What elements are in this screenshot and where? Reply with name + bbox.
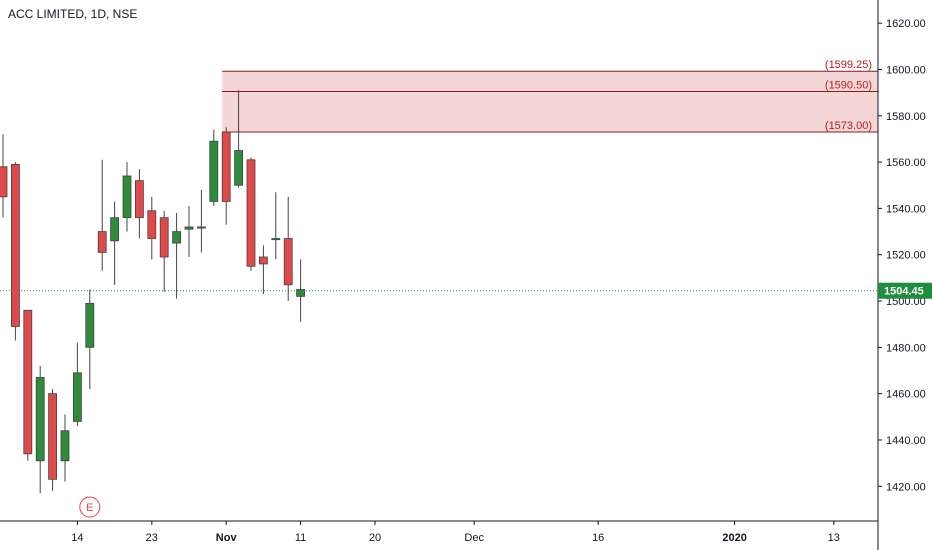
x-tick-label: 16: [592, 532, 604, 544]
candle-up[interactable]: [196, 226, 206, 229]
current-price-label: 1504.45: [884, 286, 924, 298]
candle-up[interactable]: [35, 377, 45, 462]
candle-down[interactable]: [159, 217, 169, 258]
candle-down[interactable]: [258, 256, 268, 265]
y-tick-label: 1560.00: [886, 157, 926, 169]
candle-up[interactable]: [234, 150, 244, 186]
candle-down[interactable]: [246, 159, 256, 267]
x-tick-label: 20: [369, 532, 381, 544]
candle-down[interactable]: [0, 166, 8, 198]
candle-down[interactable]: [283, 238, 293, 286]
x-tick-label: Dec: [464, 532, 484, 544]
candle-down[interactable]: [147, 210, 157, 239]
zone-label: (1573.00): [825, 120, 872, 132]
y-tick-label: 1440.00: [886, 435, 926, 447]
y-tick-label: 1460.00: [886, 389, 926, 401]
y-tick-label: 1500.00: [886, 296, 926, 308]
y-tick-label: 1620.00: [886, 18, 926, 30]
candle-down[interactable]: [48, 393, 57, 480]
candle-up[interactable]: [209, 140, 219, 202]
candle-down[interactable]: [221, 131, 231, 202]
y-tick-label: 1520.00: [886, 250, 926, 262]
candle-down[interactable]: [10, 164, 20, 327]
x-tick-label: 13: [828, 532, 840, 544]
y-tick-label: 1580.00: [886, 111, 926, 123]
x-tick-label: 2020: [722, 532, 746, 544]
earnings-event-label: E: [86, 502, 93, 514]
x-tick-label: 14: [71, 532, 83, 544]
candle-up[interactable]: [122, 175, 132, 219]
y-tick-label: 1480.00: [886, 342, 926, 354]
candle-up[interactable]: [296, 289, 306, 297]
symbol-title[interactable]: ACC LIMITED, 1D, NSE: [8, 7, 138, 21]
zone-label: (1599.25): [825, 59, 872, 71]
candle-up[interactable]: [184, 226, 194, 230]
candle-down[interactable]: [134, 180, 144, 219]
zone-label: (1590.50): [825, 79, 872, 91]
candle-down[interactable]: [23, 309, 33, 455]
candle-up[interactable]: [85, 302, 95, 348]
price-zone[interactable]: [222, 91, 878, 132]
current-price-tag: [878, 282, 932, 299]
candle-up[interactable]: [73, 372, 82, 422]
x-tick-label: 23: [146, 532, 158, 544]
price-zone[interactable]: [222, 71, 878, 92]
x-tick-label: 11: [295, 532, 306, 544]
y-tick-label: 1540.00: [886, 203, 926, 215]
earnings-event-icon[interactable]: [79, 496, 101, 518]
y-tick-label: 1600.00: [886, 64, 926, 76]
candle-down[interactable]: [97, 231, 107, 253]
y-tick-label: 1420.00: [886, 481, 926, 493]
candle-up[interactable]: [110, 217, 119, 242]
candle-up[interactable]: [60, 430, 70, 462]
x-tick-label: Nov: [216, 532, 238, 544]
candle-up[interactable]: [172, 231, 182, 244]
candle-up[interactable]: [271, 238, 281, 241]
